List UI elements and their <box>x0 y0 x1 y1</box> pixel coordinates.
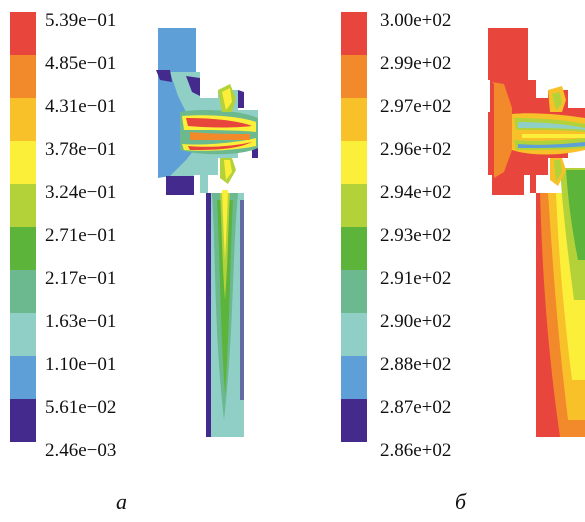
colorbar-segment-b-1 <box>341 55 367 98</box>
tick-b-6: 2.91e+02 <box>380 268 451 289</box>
colorbar-segment-a-4 <box>10 184 36 227</box>
tick-a-2: 4.31e−01 <box>45 96 116 117</box>
colorbar-segment-a-6 <box>10 270 36 313</box>
colorbar-segment-b-7 <box>341 313 367 356</box>
tick-b-0: 3.00e+02 <box>380 10 451 31</box>
colorbar-b-ticks: 3.00e+02 2.99e+02 2.97e+02 2.96e+02 2.94… <box>380 10 451 461</box>
colorbar-segment-b-5 <box>341 227 367 270</box>
tick-b-3: 2.96e+02 <box>380 139 451 160</box>
tick-a-3: 3.78e−01 <box>45 139 116 160</box>
colorbar-segment-b-8 <box>341 356 367 399</box>
panel-a: 5.39e−01 4.85e−01 4.31e−01 3.78e−01 3.24… <box>10 10 258 514</box>
panel-b: 3.00e+02 2.99e+02 2.97e+02 2.96e+02 2.94… <box>341 10 585 514</box>
colorbar-segment-a-0 <box>10 12 36 55</box>
tick-b-1: 2.99e+02 <box>380 53 451 74</box>
colorbar-segment-b-9 <box>341 399 367 442</box>
tick-b-2: 2.97e+02 <box>380 96 451 117</box>
colorbar-segment-a-1 <box>10 55 36 98</box>
tick-a-8: 1.10e−01 <box>45 354 116 375</box>
tick-a-0: 5.39e−01 <box>45 10 116 31</box>
colorbar-segment-b-6 <box>341 270 367 313</box>
panel-b-label: б <box>455 489 467 514</box>
colorbar-a-ticks: 5.39e−01 4.85e−01 4.31e−01 3.78e−01 3.24… <box>45 10 116 461</box>
tick-b-4: 2.94e+02 <box>380 182 451 203</box>
colorbar-segment-a-7 <box>10 313 36 356</box>
tick-a-6: 2.17e−01 <box>45 268 116 289</box>
panel-a-label: а <box>116 489 127 514</box>
colorbar-segment-b-2 <box>341 98 367 141</box>
colorbar-segment-a-9 <box>10 399 36 442</box>
colorbar-segment-b-3 <box>341 141 367 184</box>
tick-b-10: 2.86e+02 <box>380 440 451 461</box>
colorbar-segment-a-5 <box>10 227 36 270</box>
tick-b-7: 2.90e+02 <box>380 311 451 332</box>
tick-a-1: 4.85e−01 <box>45 53 116 74</box>
tick-a-10: 2.46e−03 <box>45 440 116 461</box>
tick-b-8: 2.88e+02 <box>380 354 451 375</box>
tick-a-7: 1.63e−01 <box>45 311 116 332</box>
tick-b-9: 2.87e+02 <box>380 397 451 418</box>
colorbar-segment-a-2 <box>10 98 36 141</box>
tick-b-5: 2.93e+02 <box>380 225 451 246</box>
tick-a-9: 5.61e−02 <box>45 397 116 418</box>
tick-a-5: 2.71e−01 <box>45 225 116 246</box>
colorbar-b <box>341 12 367 442</box>
colorbar-segment-a-8 <box>10 356 36 399</box>
contour-field-b <box>488 28 585 437</box>
colorbar-segment-b-0 <box>341 12 367 55</box>
colorbar-segment-b-4 <box>341 184 367 227</box>
contour-field-a <box>156 28 258 437</box>
tick-a-4: 3.24e−01 <box>45 182 116 203</box>
colorbar-a <box>10 12 36 442</box>
colorbar-segment-a-3 <box>10 141 36 184</box>
